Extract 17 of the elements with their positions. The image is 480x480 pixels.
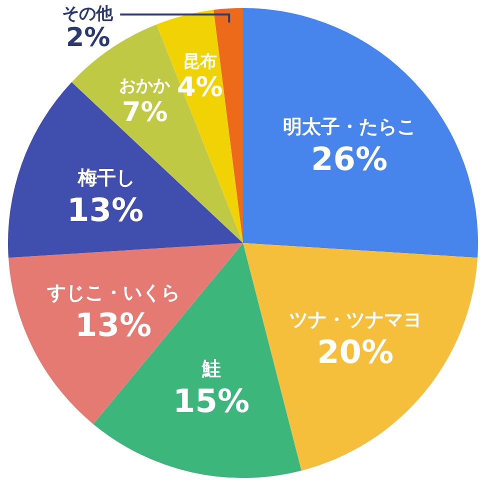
slice-label: 鮭 (201, 358, 221, 380)
slice-label: 明太子・たらこ (283, 116, 416, 138)
slice-label: 昆布 (183, 52, 217, 72)
data-label: 4% (177, 72, 223, 103)
data-label: 2% (66, 23, 110, 53)
data-label: 26% (311, 140, 388, 178)
data-label: 7% (122, 97, 168, 128)
slice-label: その他 (62, 4, 114, 24)
data-label: 13% (75, 306, 152, 344)
slice-label: おかか (119, 76, 171, 96)
slice-label: 梅干し (77, 167, 135, 189)
slice-label: ツナ・ツナマヨ (289, 309, 422, 331)
slice-label: すじこ・いくら (46, 282, 180, 304)
data-label: 20% (317, 333, 394, 371)
data-label: 13% (67, 191, 144, 229)
data-label: 15% (173, 382, 250, 420)
pie-slice (243, 8, 478, 258)
